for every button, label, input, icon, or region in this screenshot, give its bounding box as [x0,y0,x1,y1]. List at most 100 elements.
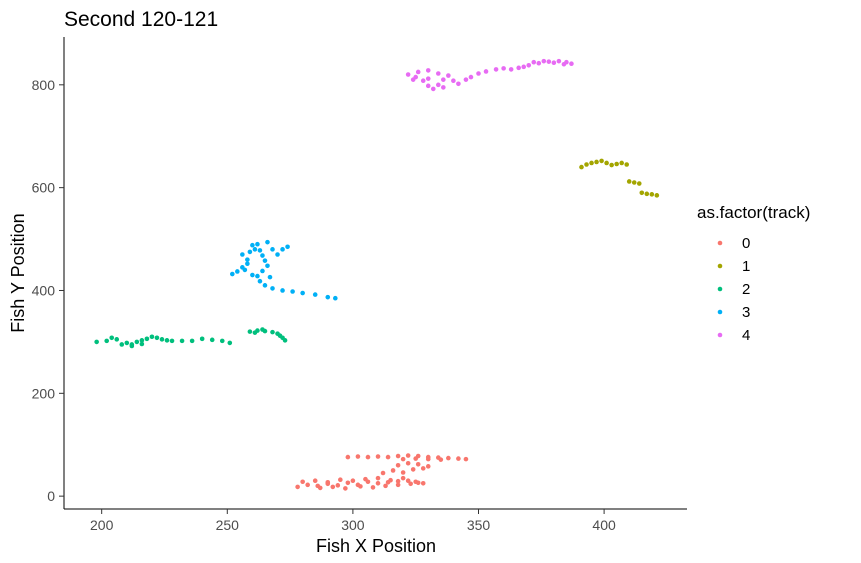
data-point [456,456,461,461]
data-point [463,77,469,82]
legend-key [717,240,723,246]
data-point [370,485,376,490]
y-tick-label: 0 [47,488,55,504]
data-point [536,60,542,66]
data-point [420,78,426,84]
data-point [425,464,431,469]
data-point [446,455,451,461]
data-point [169,338,175,344]
data-point [390,468,396,473]
data-point [400,470,406,475]
data-point [343,486,348,491]
data-point [425,68,431,73]
data-point [619,160,624,166]
data-point [338,477,343,482]
legend-key [717,309,723,315]
data-point [227,340,233,346]
data-point [260,268,265,274]
data-point [569,61,574,67]
data-point [144,336,150,342]
data-point [280,247,285,252]
data-point [179,338,185,344]
data-point [230,271,235,277]
data-point [262,283,268,288]
data-point [350,478,356,484]
data-point [282,338,288,343]
data-point [262,258,268,263]
data-point [531,59,537,65]
data-point [436,82,441,88]
data-point [599,158,604,164]
data-point [277,333,283,339]
data-point [345,480,351,486]
data-point [240,252,245,257]
legend-key [717,286,723,292]
data-point [139,341,145,347]
data-point [235,269,240,274]
data-point [468,74,474,80]
legend-items: 0 1 2 3 4 [717,235,750,344]
data-point [270,247,275,252]
data-point [209,337,215,343]
data-point [483,69,489,74]
y-tick-label: 200 [32,385,56,401]
data-point [139,338,145,343]
legend-label: 3 [742,304,750,321]
data-point [400,456,406,462]
data-point [365,454,371,460]
data-point [446,73,451,78]
data-point [345,454,351,460]
data-point [451,78,456,84]
data-point [252,247,258,252]
data-point [383,483,388,489]
data-point [556,58,562,64]
data-point [109,335,115,341]
data-point [119,342,125,347]
data-point [584,162,589,167]
data-point [425,83,431,89]
data-point [425,456,431,462]
data-point [114,337,120,342]
data-point [456,81,461,87]
data-point [636,181,642,186]
data-point [257,248,263,253]
legend-label: 4 [742,327,750,344]
data-point [408,481,413,487]
data-point [358,484,363,489]
x-tick-label: 350 [467,517,491,533]
data-point [295,484,300,490]
axes: 200 250 300 350 400 0 200 400 600 800 [32,37,687,533]
data-point [255,241,260,247]
data-point [579,164,584,170]
data-point [521,64,527,70]
data-point [245,261,250,267]
data-point [375,480,381,486]
data-point [526,62,532,68]
data-point [405,478,411,484]
data-point [325,479,331,485]
data-point [395,478,401,484]
data-point [325,294,331,300]
data-point [631,180,637,185]
data-point [589,160,594,166]
data-point [395,482,401,488]
data-point [285,244,290,250]
data-point [164,338,170,343]
data-point [410,77,416,82]
data-point [441,77,446,82]
x-tick-label: 250 [216,517,240,533]
data-point [275,252,280,257]
y-tick-label: 400 [32,282,56,298]
data-point [436,71,441,76]
data-point [441,85,446,90]
data-point [219,338,225,344]
legend-key [717,332,723,338]
data-point [493,67,499,72]
data-point [94,339,99,345]
data-point [624,162,630,167]
data-point [257,278,263,284]
legend-label: 2 [742,281,750,298]
data-point [363,476,368,482]
data-point [250,242,255,248]
data-point [355,454,361,459]
